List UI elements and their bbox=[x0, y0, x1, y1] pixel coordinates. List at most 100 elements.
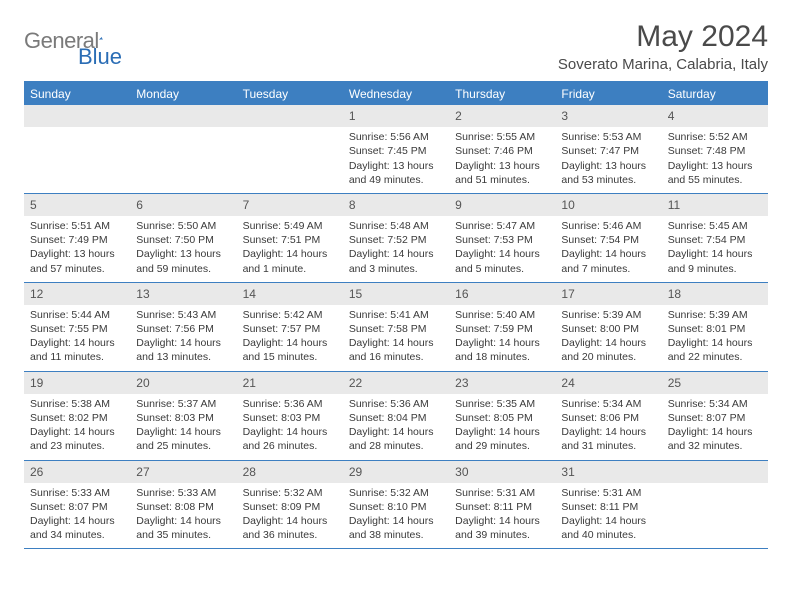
day-number: 15 bbox=[343, 283, 449, 305]
title-block: May 2024 Soverato Marina, Calabria, Ital… bbox=[558, 20, 768, 73]
daylight1-text: Daylight: 14 hours bbox=[561, 514, 655, 528]
sunset-text: Sunset: 8:01 PM bbox=[668, 322, 762, 336]
day-cell bbox=[237, 105, 343, 193]
sunrise-text: Sunrise: 5:47 AM bbox=[455, 219, 549, 233]
day-body: Sunrise: 5:44 AMSunset: 7:55 PMDaylight:… bbox=[24, 305, 130, 371]
sunrise-text: Sunrise: 5:35 AM bbox=[455, 397, 549, 411]
day-cell: 8Sunrise: 5:48 AMSunset: 7:52 PMDaylight… bbox=[343, 194, 449, 282]
sunrise-text: Sunrise: 5:34 AM bbox=[668, 397, 762, 411]
daylight2-text: and 36 minutes. bbox=[243, 528, 337, 542]
daylight1-text: Daylight: 14 hours bbox=[30, 514, 124, 528]
daylight2-text: and 32 minutes. bbox=[668, 439, 762, 453]
sunset-text: Sunset: 8:10 PM bbox=[349, 500, 443, 514]
daylight2-text: and 49 minutes. bbox=[349, 173, 443, 187]
day-cell: 2Sunrise: 5:55 AMSunset: 7:46 PMDaylight… bbox=[449, 105, 555, 193]
day-cell: 24Sunrise: 5:34 AMSunset: 8:06 PMDayligh… bbox=[555, 372, 661, 460]
sunrise-text: Sunrise: 5:37 AM bbox=[136, 397, 230, 411]
day-number: 4 bbox=[662, 105, 768, 127]
sunset-text: Sunset: 8:03 PM bbox=[243, 411, 337, 425]
sunset-text: Sunset: 8:11 PM bbox=[561, 500, 655, 514]
day-body: Sunrise: 5:36 AMSunset: 8:04 PMDaylight:… bbox=[343, 394, 449, 460]
daylight2-text: and 18 minutes. bbox=[455, 350, 549, 364]
daylight1-text: Daylight: 13 hours bbox=[30, 247, 124, 261]
sunset-text: Sunset: 7:52 PM bbox=[349, 233, 443, 247]
daylight1-text: Daylight: 13 hours bbox=[349, 159, 443, 173]
day-body: Sunrise: 5:55 AMSunset: 7:46 PMDaylight:… bbox=[449, 127, 555, 193]
day-body: Sunrise: 5:37 AMSunset: 8:03 PMDaylight:… bbox=[130, 394, 236, 460]
day-body: Sunrise: 5:52 AMSunset: 7:48 PMDaylight:… bbox=[662, 127, 768, 193]
sunset-text: Sunset: 7:58 PM bbox=[349, 322, 443, 336]
daylight2-text: and 15 minutes. bbox=[243, 350, 337, 364]
day-cell bbox=[662, 461, 768, 549]
sunset-text: Sunset: 7:51 PM bbox=[243, 233, 337, 247]
day-body: Sunrise: 5:56 AMSunset: 7:45 PMDaylight:… bbox=[343, 127, 449, 193]
day-number: 2 bbox=[449, 105, 555, 127]
day-cell: 10Sunrise: 5:46 AMSunset: 7:54 PMDayligh… bbox=[555, 194, 661, 282]
sunrise-text: Sunrise: 5:33 AM bbox=[30, 486, 124, 500]
sunset-text: Sunset: 7:46 PM bbox=[455, 144, 549, 158]
sunrise-text: Sunrise: 5:38 AM bbox=[30, 397, 124, 411]
daylight2-text: and 59 minutes. bbox=[136, 262, 230, 276]
day-number: 14 bbox=[237, 283, 343, 305]
daylight1-text: Daylight: 14 hours bbox=[668, 336, 762, 350]
day-number: 7 bbox=[237, 194, 343, 216]
day-number: 12 bbox=[24, 283, 130, 305]
daylight1-text: Daylight: 13 hours bbox=[136, 247, 230, 261]
sunset-text: Sunset: 7:56 PM bbox=[136, 322, 230, 336]
sunrise-text: Sunrise: 5:32 AM bbox=[243, 486, 337, 500]
sunrise-text: Sunrise: 5:52 AM bbox=[668, 130, 762, 144]
sunset-text: Sunset: 8:08 PM bbox=[136, 500, 230, 514]
sunset-text: Sunset: 7:53 PM bbox=[455, 233, 549, 247]
sunset-text: Sunset: 7:45 PM bbox=[349, 144, 443, 158]
day-number bbox=[24, 105, 130, 127]
daylight2-text: and 34 minutes. bbox=[30, 528, 124, 542]
day-number: 1 bbox=[343, 105, 449, 127]
sunset-text: Sunset: 7:50 PM bbox=[136, 233, 230, 247]
daylight2-text: and 29 minutes. bbox=[455, 439, 549, 453]
day-header: Wednesday bbox=[343, 83, 449, 105]
day-cell: 18Sunrise: 5:39 AMSunset: 8:01 PMDayligh… bbox=[662, 283, 768, 371]
day-body: Sunrise: 5:35 AMSunset: 8:05 PMDaylight:… bbox=[449, 394, 555, 460]
sunset-text: Sunset: 7:49 PM bbox=[30, 233, 124, 247]
daylight2-text: and 7 minutes. bbox=[561, 262, 655, 276]
day-number: 10 bbox=[555, 194, 661, 216]
day-body bbox=[24, 127, 130, 136]
day-header: Saturday bbox=[662, 83, 768, 105]
day-number: 31 bbox=[555, 461, 661, 483]
sunset-text: Sunset: 8:05 PM bbox=[455, 411, 549, 425]
day-body: Sunrise: 5:47 AMSunset: 7:53 PMDaylight:… bbox=[449, 216, 555, 282]
sunrise-text: Sunrise: 5:31 AM bbox=[455, 486, 549, 500]
sunrise-text: Sunrise: 5:34 AM bbox=[561, 397, 655, 411]
day-cell: 1Sunrise: 5:56 AMSunset: 7:45 PMDaylight… bbox=[343, 105, 449, 193]
daylight1-text: Daylight: 14 hours bbox=[561, 425, 655, 439]
day-header: Tuesday bbox=[237, 83, 343, 105]
day-cell: 23Sunrise: 5:35 AMSunset: 8:05 PMDayligh… bbox=[449, 372, 555, 460]
day-body: Sunrise: 5:31 AMSunset: 8:11 PMDaylight:… bbox=[555, 483, 661, 549]
day-cell: 3Sunrise: 5:53 AMSunset: 7:47 PMDaylight… bbox=[555, 105, 661, 193]
daylight2-text: and 53 minutes. bbox=[561, 173, 655, 187]
day-number: 18 bbox=[662, 283, 768, 305]
sunset-text: Sunset: 7:59 PM bbox=[455, 322, 549, 336]
week-row: 12Sunrise: 5:44 AMSunset: 7:55 PMDayligh… bbox=[24, 283, 768, 372]
day-cell: 27Sunrise: 5:33 AMSunset: 8:08 PMDayligh… bbox=[130, 461, 236, 549]
day-body: Sunrise: 5:32 AMSunset: 8:10 PMDaylight:… bbox=[343, 483, 449, 549]
sunrise-text: Sunrise: 5:45 AM bbox=[668, 219, 762, 233]
day-body: Sunrise: 5:41 AMSunset: 7:58 PMDaylight:… bbox=[343, 305, 449, 371]
daylight1-text: Daylight: 14 hours bbox=[243, 247, 337, 261]
day-body: Sunrise: 5:39 AMSunset: 8:01 PMDaylight:… bbox=[662, 305, 768, 371]
day-cell: 29Sunrise: 5:32 AMSunset: 8:10 PMDayligh… bbox=[343, 461, 449, 549]
day-cell: 21Sunrise: 5:36 AMSunset: 8:03 PMDayligh… bbox=[237, 372, 343, 460]
day-number bbox=[237, 105, 343, 127]
daylight2-text: and 13 minutes. bbox=[136, 350, 230, 364]
sunrise-text: Sunrise: 5:36 AM bbox=[349, 397, 443, 411]
day-number: 17 bbox=[555, 283, 661, 305]
daylight2-text: and 38 minutes. bbox=[349, 528, 443, 542]
day-cell: 31Sunrise: 5:31 AMSunset: 8:11 PMDayligh… bbox=[555, 461, 661, 549]
sunrise-text: Sunrise: 5:55 AM bbox=[455, 130, 549, 144]
day-number: 13 bbox=[130, 283, 236, 305]
sunrise-text: Sunrise: 5:32 AM bbox=[349, 486, 443, 500]
daylight2-text: and 11 minutes. bbox=[30, 350, 124, 364]
day-number: 8 bbox=[343, 194, 449, 216]
sunrise-text: Sunrise: 5:50 AM bbox=[136, 219, 230, 233]
day-number: 5 bbox=[24, 194, 130, 216]
